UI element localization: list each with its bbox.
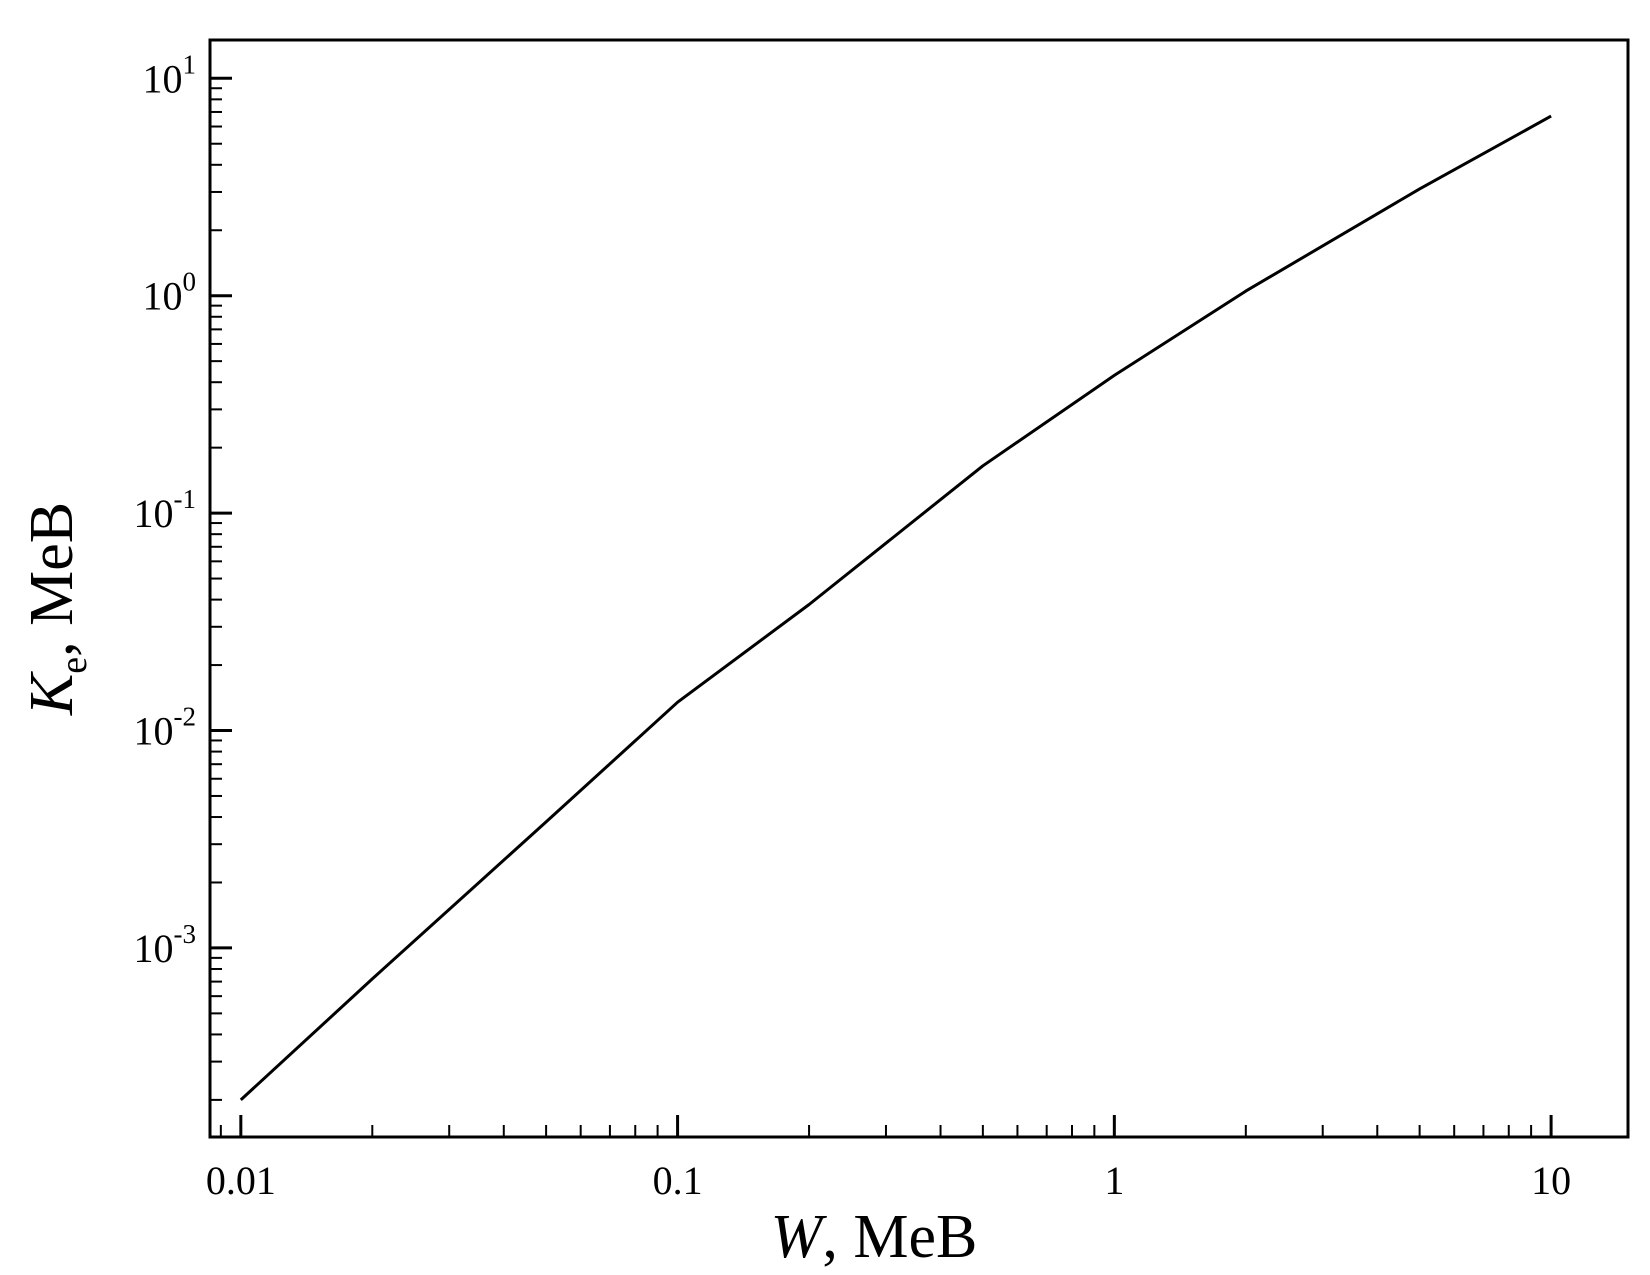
x-axis-unit: , MeB	[822, 1203, 977, 1271]
y-tick-label: 100	[143, 267, 197, 319]
x-tick-label: 0.01	[206, 1158, 276, 1203]
x-tick-label: 1	[1104, 1158, 1124, 1203]
y-tick-labels: 10-3 10-2 10-1 100 101	[134, 49, 197, 971]
x-axis-variable: W	[771, 1203, 828, 1271]
y-tick-label: 10-1	[134, 484, 197, 536]
y-axis-unit: , MeB	[18, 502, 86, 657]
x-axis-title: W, MeB	[771, 1203, 978, 1271]
series-layer	[239, 114, 1552, 1102]
x-tick-label: 0.1	[653, 1158, 703, 1203]
y-axis-subscript: e	[53, 657, 95, 674]
x-tick-labels: 0.01 0.1 1 10	[206, 1158, 1571, 1203]
y-tick-label: 10-2	[134, 702, 197, 754]
x-tick-label: 10	[1531, 1158, 1571, 1203]
series-line	[239, 114, 1552, 1102]
y-axis-variable: K	[18, 670, 86, 716]
plot-frame	[208, 38, 1630, 1139]
major-ticks	[210, 76, 1553, 1137]
minor-ticks	[210, 87, 1533, 1137]
y-tick-label: 101	[143, 49, 197, 101]
y-tick-label: 10-3	[134, 919, 197, 971]
y-axis-title: Ke, MeB	[18, 502, 95, 716]
